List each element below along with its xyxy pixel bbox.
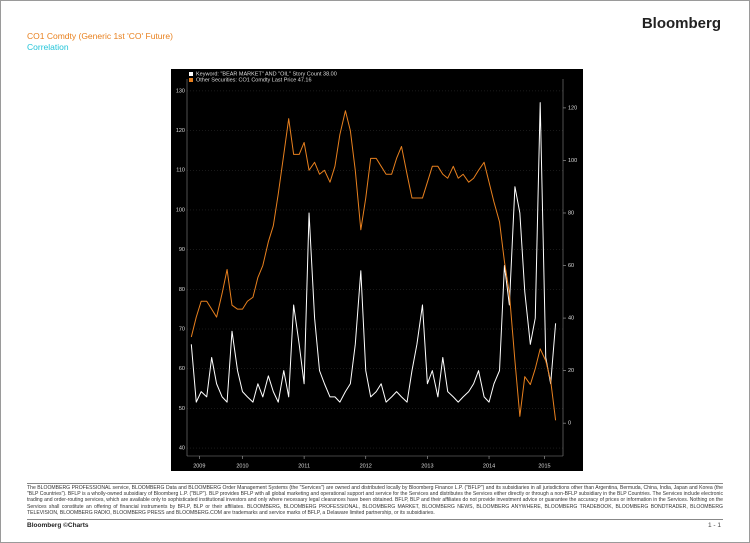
disclaimer: The BLOOMBERG PROFESSIONAL service, BLOO… bbox=[27, 485, 723, 516]
x-tick-label: 2014 bbox=[483, 463, 495, 469]
brand: Bloomberg bbox=[641, 15, 721, 32]
series-line bbox=[190, 110, 557, 421]
series-line bbox=[190, 102, 557, 403]
y-tick-label: 60 bbox=[179, 366, 185, 372]
y-tick-label: 50 bbox=[179, 406, 185, 412]
y2-tick-label: 40 bbox=[568, 316, 574, 322]
title: CO1 Comdty (Generic 1st 'CO' Future) bbox=[27, 31, 173, 41]
page-number: 1 - 1 bbox=[707, 522, 721, 529]
y2-tick-label: 80 bbox=[568, 210, 574, 216]
x-tick-label: 2015 bbox=[538, 463, 550, 469]
x-tick-label: 2013 bbox=[421, 463, 433, 469]
legend-label: Other Securities: CO1 Comdty Last Price … bbox=[196, 77, 312, 83]
y2-tick-label: 120 bbox=[568, 105, 577, 111]
y2-tick-label: 0 bbox=[568, 421, 571, 427]
legend-swatch bbox=[189, 78, 193, 82]
y2-tick-label: 60 bbox=[568, 263, 574, 269]
y-tick-label: 110 bbox=[176, 168, 185, 174]
y-tick-label: 100 bbox=[176, 207, 185, 213]
footer-brand: Bloomberg ©Charts bbox=[27, 522, 89, 529]
subtitle: Correlation bbox=[27, 42, 69, 52]
y-tick-label: 80 bbox=[179, 287, 185, 293]
x-tick-label: 2012 bbox=[360, 463, 372, 469]
legend-label: Keyword: "BEAR MARKET" AND "OIL" Story C… bbox=[196, 71, 337, 77]
y-tick-label: 90 bbox=[179, 247, 185, 253]
x-tick-label: 2009 bbox=[193, 463, 205, 469]
x-tick-label: 2011 bbox=[298, 463, 310, 469]
y-tick-label: 120 bbox=[176, 128, 185, 134]
y-tick-label: 70 bbox=[179, 326, 185, 332]
y-tick-label: 130 bbox=[176, 88, 185, 94]
x-tick-label: 2010 bbox=[236, 463, 248, 469]
y-tick-label: 40 bbox=[179, 446, 185, 452]
y2-tick-label: 100 bbox=[568, 158, 577, 164]
divider bbox=[27, 519, 723, 520]
chart-background bbox=[171, 69, 583, 471]
legend-swatch bbox=[189, 72, 193, 76]
chart: 40 50 60 70 80 90 100 110 120 130 0 20 40 60 80 100 120 2… bbox=[171, 69, 583, 471]
y2-tick-label: 20 bbox=[568, 368, 574, 374]
divider bbox=[27, 483, 723, 484]
